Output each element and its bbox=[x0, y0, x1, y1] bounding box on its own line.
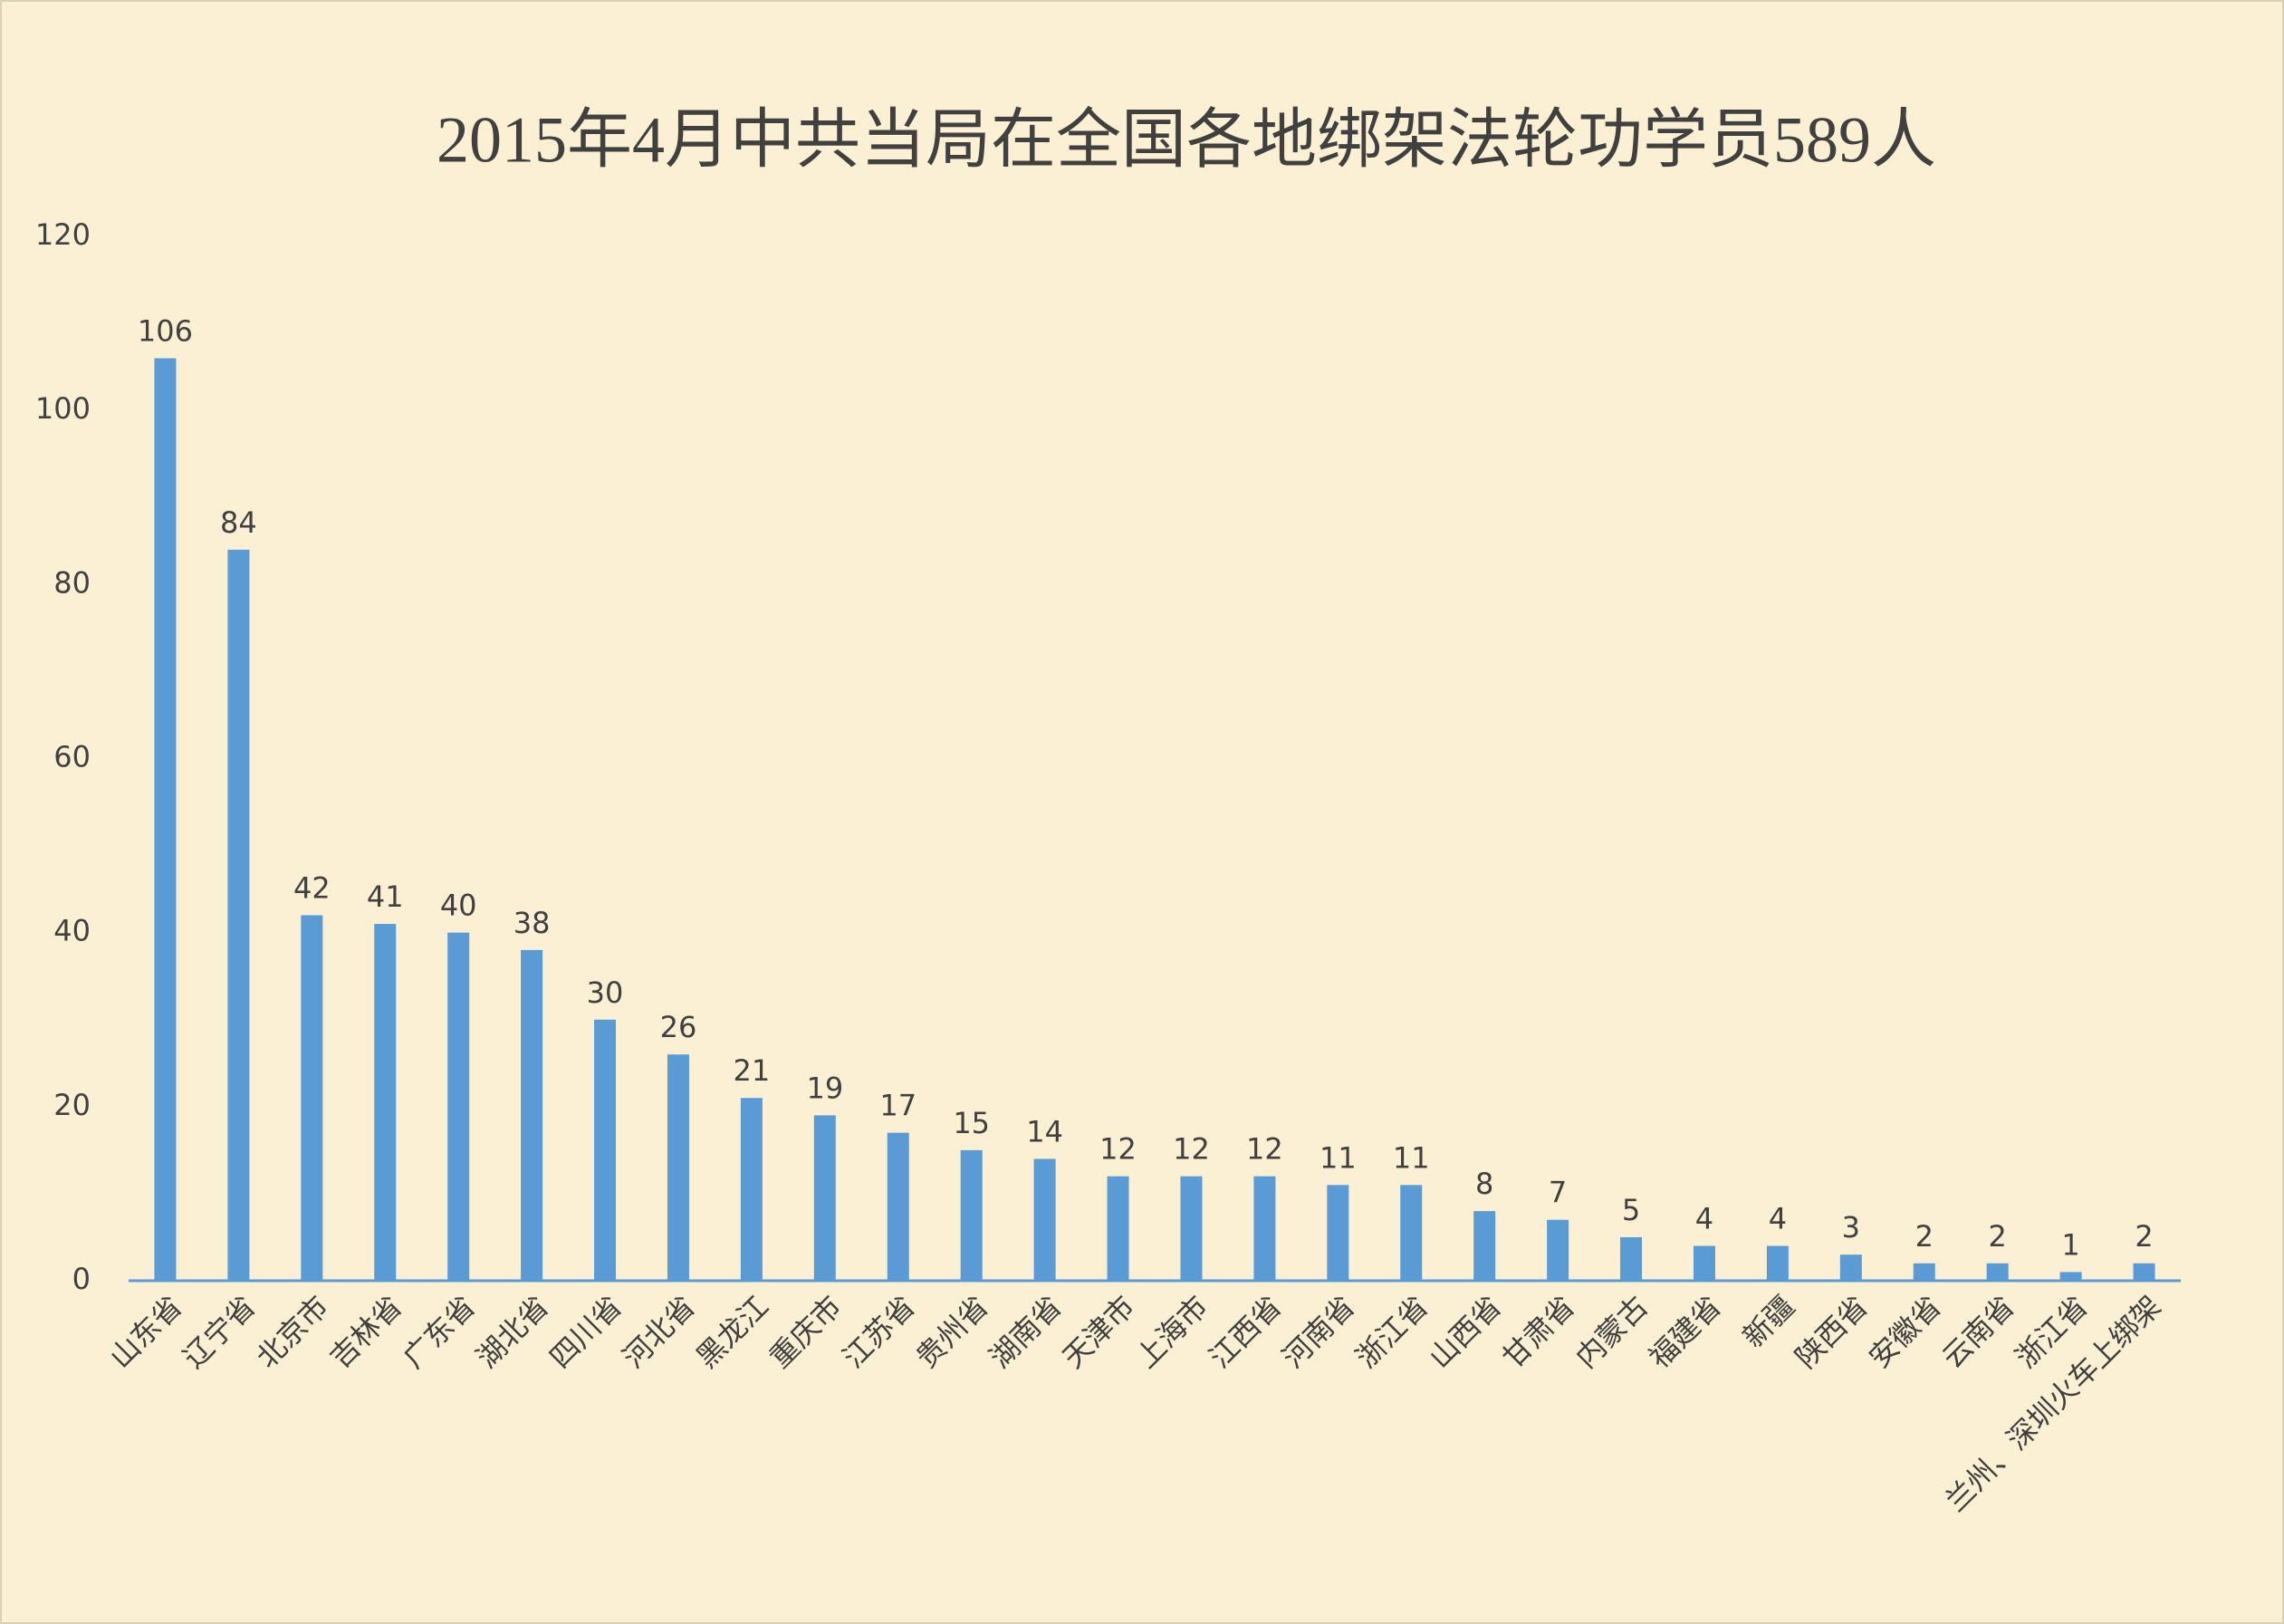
data-label: 106 bbox=[138, 314, 193, 349]
bar bbox=[374, 924, 397, 1281]
data-label: 41 bbox=[367, 879, 404, 914]
bar bbox=[667, 1054, 689, 1281]
bar bbox=[1913, 1263, 1935, 1281]
y-tick-label: 60 bbox=[53, 740, 91, 774]
bar bbox=[1839, 1254, 1862, 1281]
data-label: 11 bbox=[1320, 1140, 1357, 1175]
bar bbox=[1693, 1245, 1715, 1281]
data-label: 1 bbox=[2061, 1227, 2079, 1262]
data-label: 40 bbox=[440, 889, 477, 923]
y-tick-label: 100 bbox=[35, 391, 91, 426]
bar bbox=[447, 932, 470, 1281]
bar bbox=[960, 1149, 983, 1281]
data-label: 15 bbox=[953, 1106, 990, 1140]
chart-title: 2015年4月中共当局在全国各地绑架法轮功学员589人 bbox=[437, 104, 1936, 177]
bar bbox=[1986, 1263, 2009, 1281]
data-label: 12 bbox=[1246, 1132, 1283, 1167]
data-label: 2 bbox=[1988, 1219, 2006, 1254]
data-label: 11 bbox=[1393, 1140, 1430, 1175]
bar bbox=[2133, 1263, 2155, 1281]
data-label: 26 bbox=[660, 1010, 697, 1044]
data-label: 19 bbox=[806, 1071, 843, 1105]
bar bbox=[594, 1019, 617, 1281]
data-label: 5 bbox=[1622, 1193, 1640, 1227]
data-label: 4 bbox=[1695, 1202, 1713, 1236]
bar bbox=[1620, 1236, 1643, 1281]
bar bbox=[301, 915, 323, 1281]
bar bbox=[227, 549, 250, 1281]
bar bbox=[1327, 1185, 1349, 1281]
data-label: 38 bbox=[513, 906, 551, 940]
y-tick-label: 120 bbox=[35, 217, 91, 252]
y-tick-label: 80 bbox=[53, 565, 91, 600]
data-label: 3 bbox=[1842, 1210, 1860, 1244]
data-label: 14 bbox=[1026, 1114, 1063, 1148]
bar bbox=[1107, 1176, 1129, 1281]
data-label: 12 bbox=[1173, 1132, 1210, 1167]
bar bbox=[813, 1115, 836, 1281]
y-tick-label: 20 bbox=[53, 1088, 91, 1122]
data-label: 4 bbox=[1769, 1202, 1787, 1236]
data-label: 2 bbox=[1915, 1219, 1934, 1254]
bar bbox=[1400, 1185, 1423, 1281]
bar bbox=[887, 1132, 909, 1281]
data-label: 30 bbox=[587, 975, 624, 1010]
data-label: 8 bbox=[1475, 1167, 1493, 1201]
bar bbox=[1766, 1245, 1789, 1281]
bar bbox=[1547, 1219, 1569, 1281]
bar bbox=[521, 949, 543, 1281]
y-tick-label: 0 bbox=[72, 1262, 91, 1296]
data-label: 17 bbox=[879, 1089, 916, 1123]
y-tick-label: 40 bbox=[53, 914, 91, 948]
bar bbox=[2059, 1272, 2082, 1281]
bar bbox=[1033, 1158, 1056, 1281]
bar bbox=[740, 1098, 763, 1281]
bar bbox=[1253, 1176, 1276, 1281]
data-label: 21 bbox=[734, 1053, 771, 1088]
data-label: 7 bbox=[1549, 1176, 1567, 1210]
bar bbox=[154, 358, 177, 1281]
data-label: 84 bbox=[220, 505, 257, 540]
data-label: 12 bbox=[1099, 1132, 1137, 1167]
data-label: 2 bbox=[2135, 1219, 2153, 1254]
bar bbox=[1473, 1211, 1496, 1281]
bar bbox=[1180, 1176, 1203, 1281]
data-label: 42 bbox=[293, 870, 331, 905]
